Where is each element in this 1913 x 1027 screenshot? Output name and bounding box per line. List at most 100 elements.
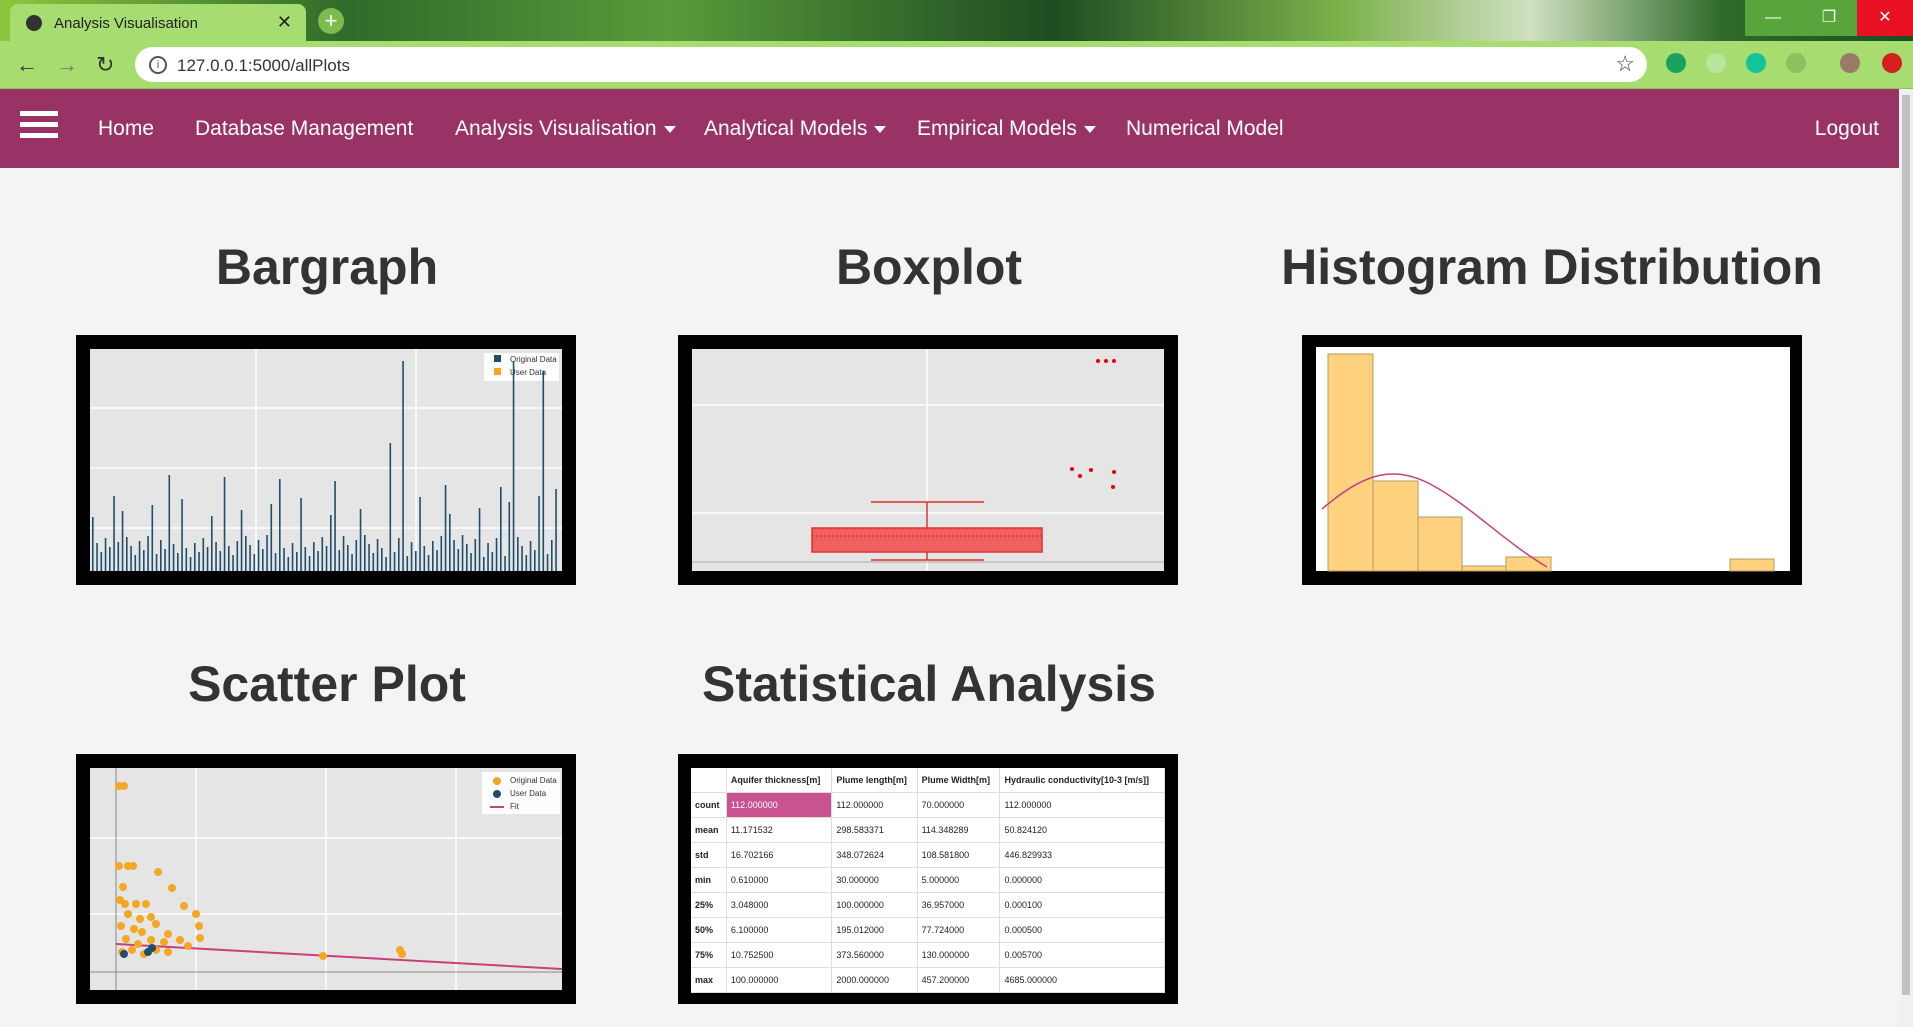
- bar-shape: [440, 536, 443, 571]
- nav-link[interactable]: Home: [98, 117, 155, 140]
- bar-shape: [279, 479, 281, 571]
- bar-shape: [538, 496, 540, 571]
- bar-shape: [211, 516, 213, 571]
- scatter-dot: [117, 922, 125, 930]
- restore-button[interactable]: ❐: [1801, 0, 1857, 36]
- bar-shape: [198, 552, 200, 571]
- scatter-dot: [130, 925, 138, 933]
- forward-button[interactable]: →: [56, 52, 78, 77]
- extension-icon[interactable]: [1666, 53, 1686, 73]
- bar-shape: [419, 497, 421, 571]
- scatter-dot: [128, 946, 136, 954]
- bar-shape: [206, 547, 209, 571]
- table-cell: 130.000000: [917, 942, 1001, 968]
- bar-shape: [232, 555, 234, 571]
- nav-link[interactable]: Analysis Visualisation: [455, 117, 676, 141]
- scatter-dot: [115, 862, 123, 870]
- table-header-row: Aquifer thickness[m] Plume length[m] Plume…: [691, 768, 1165, 793]
- bar-shape: [223, 477, 226, 571]
- statistics-image[interactable]: Aquifer thickness[m] Plume length[m] Plume…: [678, 754, 1178, 1004]
- boxplot-image[interactable]: [678, 335, 1178, 585]
- bar-shape: [253, 554, 256, 571]
- site-info-icon[interactable]: i: [149, 56, 167, 74]
- extension-icon[interactable]: [1706, 53, 1726, 73]
- bar-shape: [160, 540, 162, 571]
- back-button[interactable]: ←: [16, 52, 38, 77]
- bar-shape: [402, 361, 404, 571]
- bar-shape: [478, 508, 481, 571]
- column-header: Aquifer thickness[m]: [726, 768, 833, 793]
- scatter-image[interactable]: Original Data User Data Fit: [76, 754, 576, 1004]
- bar-shape: [155, 554, 158, 571]
- bar-shape: [415, 551, 417, 571]
- scatter-dot: [136, 915, 144, 923]
- boxplot-plot: [692, 349, 1164, 571]
- scatter-dot: [121, 900, 129, 908]
- bar-shape: [500, 487, 502, 571]
- histogram-image[interactable]: [1302, 335, 1802, 585]
- reload-button[interactable]: ↻: [96, 52, 115, 77]
- row-header: count: [691, 792, 727, 818]
- nav-link[interactable]: Database Management: [195, 117, 414, 140]
- extension-icon[interactable]: [1786, 53, 1806, 73]
- column-header: Plume length[m]: [831, 768, 918, 793]
- profile-avatar[interactable]: [1840, 53, 1860, 73]
- table-cell: 70.000000: [917, 792, 1001, 818]
- bar-shape: [376, 539, 379, 571]
- bar-shape: [529, 541, 532, 571]
- bar-shape: [143, 550, 145, 571]
- bar-shape: [461, 535, 464, 571]
- bookmark-star[interactable]: ☆: [1615, 51, 1635, 76]
- bar-shape: [138, 541, 141, 571]
- row-header: min: [691, 867, 727, 893]
- table-cell: 108.581800: [917, 842, 1001, 868]
- bar-shape: [517, 537, 519, 571]
- bar-shape: [215, 542, 217, 571]
- scatter-dot: [184, 942, 192, 950]
- scatter-dot: [180, 902, 188, 910]
- row-header: max: [691, 967, 727, 993]
- scatter-dot: [120, 950, 128, 958]
- minimize-button[interactable]: —: [1745, 0, 1801, 36]
- bar-shape: [487, 543, 489, 571]
- table-cell: 298.583371: [831, 817, 918, 843]
- bar-shape: [262, 549, 264, 571]
- bar-shape: [283, 548, 285, 571]
- legend-label: Fit: [510, 802, 520, 811]
- bargraph-image[interactable]: Original Data User Data: [76, 335, 576, 585]
- bar-shape: [274, 553, 277, 571]
- extension-icon[interactable]: [1746, 53, 1766, 73]
- nav-link[interactable]: Analytical Models: [704, 117, 886, 141]
- scrollbar[interactable]: [1899, 89, 1913, 1027]
- row-header: 50%: [691, 917, 727, 943]
- browser-tab[interactable]: Analysis Visualisation ✕: [10, 4, 306, 41]
- nav-logout[interactable]: Logout: [1814, 117, 1879, 140]
- bar-shape: [436, 550, 438, 571]
- bar-shape: [194, 543, 196, 571]
- bar-shape: [257, 540, 260, 571]
- table-row: 50% 6.100000 195.012000 77.724000 0.000500: [691, 917, 1165, 943]
- omnibox[interactable]: i 127.0.0.1:5000/allPlots ☆: [135, 47, 1647, 82]
- histogram-plot: [1316, 347, 1790, 572]
- scatter-dot: [398, 950, 406, 958]
- scatter-dot: [122, 935, 130, 943]
- table-cell: 114.348289: [917, 817, 1001, 843]
- bar-shape: [551, 540, 553, 571]
- menu-toggle[interactable]: [20, 111, 58, 144]
- bar-shape: [512, 361, 515, 571]
- row-header: std: [691, 842, 727, 868]
- bar-shape: [172, 544, 175, 571]
- bar-shape: [483, 557, 485, 571]
- table-cell: 0.000100: [999, 892, 1165, 918]
- scatter-dot: [160, 938, 168, 946]
- nav-link[interactable]: Numerical Model: [1126, 117, 1284, 140]
- bar-shape: [534, 550, 536, 571]
- new-tab-button[interactable]: +: [318, 8, 344, 34]
- scatter-dot: [138, 928, 146, 936]
- scatter-dot: [134, 940, 142, 948]
- tab-close[interactable]: ✕: [276, 12, 292, 32]
- nav-link[interactable]: Empirical Models: [917, 117, 1096, 141]
- close-button[interactable]: ✕: [1857, 0, 1913, 36]
- bar-shape: [96, 543, 98, 571]
- extension-icon[interactable]: [1882, 53, 1902, 73]
